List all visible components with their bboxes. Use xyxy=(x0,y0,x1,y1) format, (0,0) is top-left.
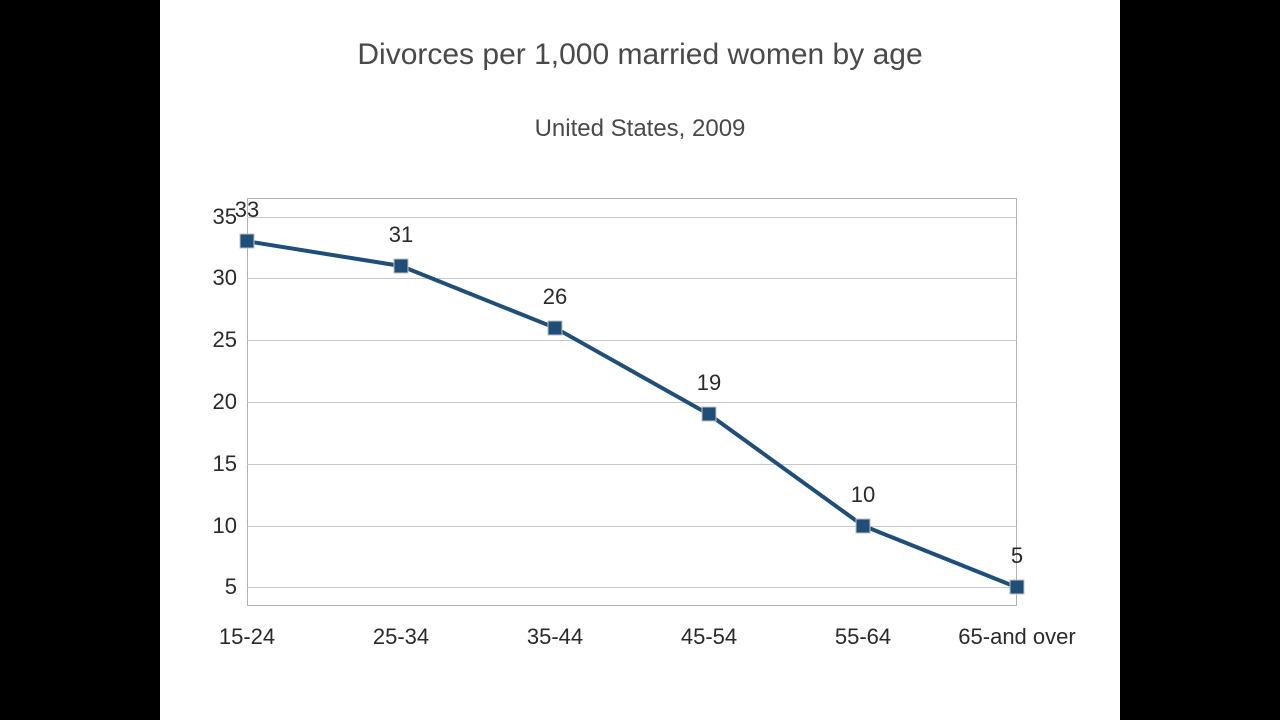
chart-title: Divorces per 1,000 married women by age xyxy=(160,38,1120,72)
data-label: 31 xyxy=(389,222,413,258)
y-tick-label: 20 xyxy=(213,389,247,415)
data-label: 10 xyxy=(851,482,875,518)
x-tick-label: 55-64 xyxy=(835,606,891,650)
data-marker xyxy=(240,234,255,249)
x-tick-label: 25-34 xyxy=(373,606,429,650)
data-label: 5 xyxy=(1011,543,1023,579)
x-tick-label: 65-and over xyxy=(958,606,1075,650)
data-marker xyxy=(1010,580,1025,595)
chart-container: Divorces per 1,000 married women by age … xyxy=(160,0,1120,720)
y-tick-label: 15 xyxy=(213,451,247,477)
line-series xyxy=(247,198,1017,606)
y-tick-label: 30 xyxy=(213,265,247,291)
data-label: 19 xyxy=(697,370,721,406)
x-tick-label: 15-24 xyxy=(219,606,275,650)
plot-area: 510152025303515-2425-3435-4445-5455-6465… xyxy=(247,198,1017,606)
data-label: 26 xyxy=(543,284,567,320)
data-marker xyxy=(702,407,717,422)
x-tick-label: 45-54 xyxy=(681,606,737,650)
chart-subtitle: United States, 2009 xyxy=(160,115,1120,143)
y-tick-label: 10 xyxy=(213,513,247,539)
data-marker xyxy=(856,518,871,533)
x-tick-label: 35-44 xyxy=(527,606,583,650)
y-tick-label: 5 xyxy=(225,574,247,600)
data-label: 33 xyxy=(235,197,259,233)
data-marker xyxy=(394,259,409,274)
data-marker xyxy=(548,320,563,335)
y-tick-label: 25 xyxy=(213,327,247,353)
